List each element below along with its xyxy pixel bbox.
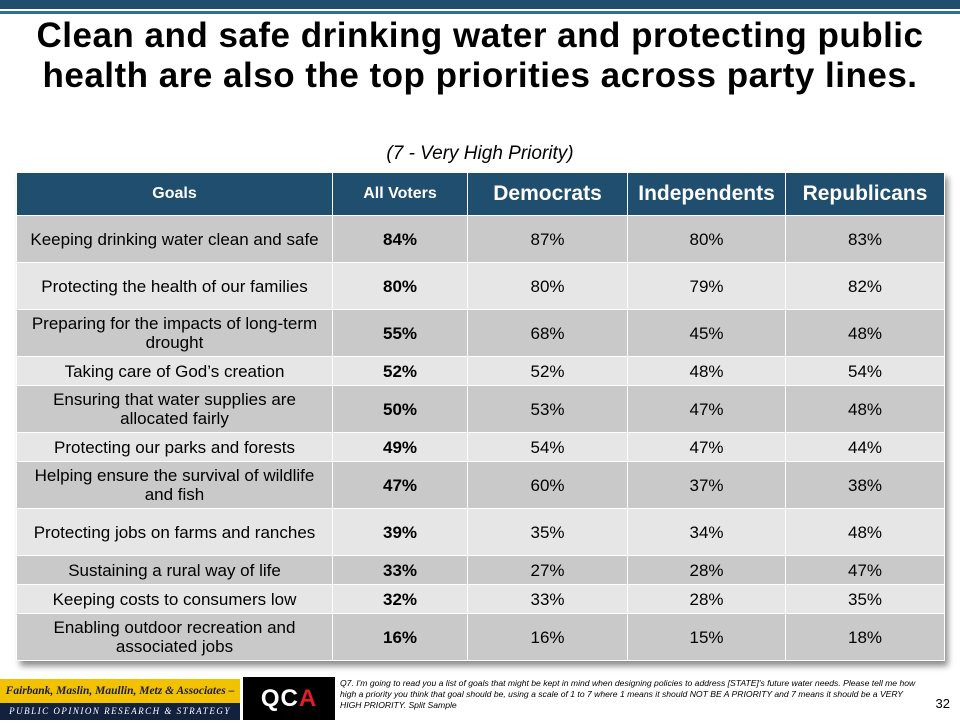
independents-cell: 34%: [627, 508, 786, 556]
democrats-cell: 33%: [467, 584, 628, 614]
goal-cell: Protecting our parks and forests: [16, 432, 333, 462]
slide-title: Clean and safe drinking water and protec…: [36, 16, 924, 95]
all-voters-cell: 39%: [332, 508, 468, 556]
qca-logo-text: QCA: [260, 685, 318, 712]
democrats-cell: 16%: [467, 613, 628, 661]
header-goals: Goals: [16, 172, 333, 216]
republicans-cell: 48%: [785, 508, 945, 556]
page-number: 32: [935, 696, 950, 711]
table-row: Preparing for the impacts of long-term d…: [16, 309, 945, 357]
democrats-cell: 27%: [467, 555, 628, 585]
all-voters-cell: 16%: [332, 613, 468, 661]
goal-cell: Helping ensure the survival of wildlife …: [16, 461, 333, 509]
table-row: Protecting the health of our families 80%…: [16, 262, 945, 310]
democrats-cell: 52%: [467, 356, 628, 386]
independents-cell: 28%: [627, 555, 786, 585]
goal-cell: Enabling outdoor recreation and associat…: [16, 613, 333, 661]
qca-logo: QCA: [243, 677, 335, 720]
republicans-cell: 54%: [785, 356, 945, 386]
all-voters-cell: 84%: [332, 215, 468, 263]
independents-cell: 48%: [627, 356, 786, 386]
table-row: Sustaining a rural way of life 33% 27% 28% 4…: [16, 555, 945, 585]
header-democrats: Democrats: [467, 172, 628, 216]
goal-cell: Taking care of God’s creation: [16, 356, 333, 386]
table-row: Helping ensure the survival of wildlife …: [16, 461, 945, 509]
independents-cell: 37%: [627, 461, 786, 509]
democrats-cell: 53%: [467, 385, 628, 433]
table-row: Enabling outdoor recreation and associat…: [16, 613, 945, 661]
fm3-tagline: PUBLIC OPINION RESEARCH & STRATEGY: [0, 703, 240, 720]
table-row: Taking care of God’s creation 52% 52% 48% 54…: [16, 356, 945, 386]
democrats-cell: 80%: [467, 262, 628, 310]
all-voters-cell: 55%: [332, 309, 468, 357]
all-voters-cell: 52%: [332, 356, 468, 386]
header-independents: Independents: [627, 172, 786, 216]
all-voters-cell: 32%: [332, 584, 468, 614]
all-voters-cell: 49%: [332, 432, 468, 462]
independents-cell: 80%: [627, 215, 786, 263]
republicans-cell: 83%: [785, 215, 945, 263]
all-voters-cell: 50%: [332, 385, 468, 433]
independents-cell: 47%: [627, 385, 786, 433]
all-voters-cell: 47%: [332, 461, 468, 509]
question-footnote: Q7. I'm going to read you a list of goal…: [340, 678, 916, 710]
top-accent-line: [0, 11, 960, 14]
results-table: Goals All Voters Democrats Independents …: [16, 172, 945, 661]
table-row: Keeping costs to consumers low 32% 33% 28% 3…: [16, 584, 945, 614]
table-row: Protecting jobs on farms and ranches 39% 3…: [16, 508, 945, 556]
fm3-logo: Fairbank, Maslin, Maullin, Metz & Associ…: [0, 679, 240, 721]
fm3-firm-name: Fairbank, Maslin, Maullin, Metz & Associ…: [0, 679, 240, 721]
header-all-voters: All Voters: [332, 172, 468, 216]
democrats-cell: 87%: [467, 215, 628, 263]
democrats-cell: 60%: [467, 461, 628, 509]
goal-cell: Keeping costs to consumers low: [16, 584, 333, 614]
goal-cell: Ensuring that water supplies are allocat…: [16, 385, 333, 433]
republicans-cell: 44%: [785, 432, 945, 462]
republicans-cell: 48%: [785, 309, 945, 357]
slide-subtitle: (7 - Very High Priority): [386, 143, 574, 164]
republicans-cell: 35%: [785, 584, 945, 614]
goal-cell: Preparing for the impacts of long-term d…: [16, 309, 333, 357]
all-voters-cell: 33%: [332, 555, 468, 585]
republicans-cell: 38%: [785, 461, 945, 509]
goal-cell: Sustaining a rural way of life: [16, 555, 333, 585]
independents-cell: 28%: [627, 584, 786, 614]
independents-cell: 45%: [627, 309, 786, 357]
table-header-row: Goals All Voters Democrats Independents …: [16, 172, 945, 216]
results-table-container: Goals All Voters Democrats Independents …: [16, 172, 945, 661]
table-row: Keeping drinking water clean and safe 84%…: [16, 215, 945, 263]
republicans-cell: 47%: [785, 555, 945, 585]
democrats-cell: 35%: [467, 508, 628, 556]
top-accent-bar: [0, 0, 960, 9]
republicans-cell: 82%: [785, 262, 945, 310]
goal-cell: Protecting jobs on farms and ranches: [16, 508, 333, 556]
goal-cell: Protecting the health of our families: [16, 262, 333, 310]
democrats-cell: 68%: [467, 309, 628, 357]
republicans-cell: 48%: [785, 385, 945, 433]
all-voters-cell: 80%: [332, 262, 468, 310]
header-republicans: Republicans: [785, 172, 945, 216]
independents-cell: 79%: [627, 262, 786, 310]
independents-cell: 15%: [627, 613, 786, 661]
democrats-cell: 54%: [467, 432, 628, 462]
table-row: Protecting our parks and forests 49% 54% 47…: [16, 432, 945, 462]
goal-cell: Keeping drinking water clean and safe: [16, 215, 333, 263]
independents-cell: 47%: [627, 432, 786, 462]
republicans-cell: 18%: [785, 613, 945, 661]
table-row: Ensuring that water supplies are allocat…: [16, 385, 945, 433]
